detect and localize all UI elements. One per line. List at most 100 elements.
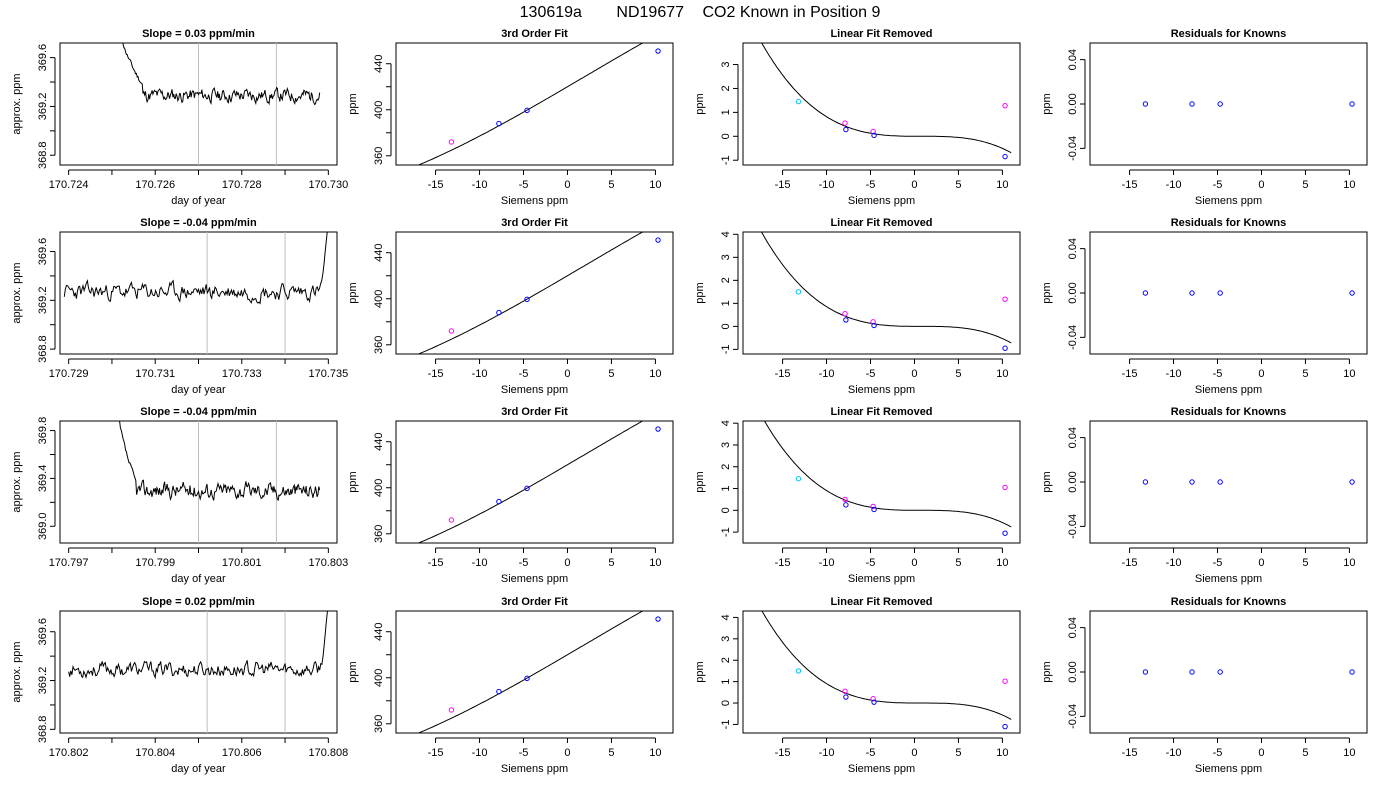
x-tick-label: 0: [1258, 747, 1264, 759]
y-tick-label: 3: [720, 61, 732, 67]
x-tick-label: 0: [911, 747, 917, 759]
x-tick-label: 10: [1343, 368, 1355, 380]
plot-frame: [742, 420, 1021, 544]
panel-title: Linear Fit Removed: [830, 406, 932, 418]
data-point: [655, 48, 661, 54]
data-point: [655, 237, 661, 243]
y-axis-label: ppm: [347, 471, 359, 492]
data-point: [1189, 101, 1195, 107]
y-tick-label: 369.4: [37, 465, 49, 493]
y-tick-label: -0.04: [1067, 325, 1079, 350]
data-point: [843, 317, 849, 323]
data-point: [496, 498, 502, 505]
x-tick-label: 5: [1302, 747, 1308, 759]
x-tick-label: -10: [472, 368, 488, 380]
data-point: [871, 699, 877, 705]
data-point: [842, 120, 848, 126]
fit-curve: [417, 43, 644, 165]
chart-panel: Slope = 0.03 ppm/min 170.724 170.726 170.72…: [11, 28, 348, 207]
x-tick-label: 5: [1302, 368, 1308, 380]
x-tick-label: 10: [996, 557, 1008, 569]
figure-title-label: CO2 Known in Position 9: [702, 4, 880, 21]
y-tick-label: 368.8: [37, 141, 49, 169]
y-tick-label: 0.04: [1067, 238, 1079, 259]
plot-data: [763, 421, 1012, 536]
x-tick-label: 5: [955, 557, 961, 569]
series-line: [68, 611, 328, 680]
plot-frame: [1089, 420, 1368, 544]
x-tick-label: 170.730: [308, 179, 348, 191]
plot-data: [63, 232, 328, 354]
plot-frame: [1089, 231, 1368, 355]
x-tick-label: 10: [996, 368, 1008, 380]
y-tick-label: 0: [720, 323, 732, 329]
fit-curve: [763, 421, 1012, 528]
data-point: [1142, 101, 1149, 107]
y-axis-label: approx. ppm: [11, 73, 23, 134]
x-axis-label: Siemens ppm: [1195, 195, 1262, 207]
data-point: [1002, 102, 1008, 109]
data-point: [496, 688, 502, 695]
y-tick-label: 1: [720, 679, 732, 685]
y-tick-label: -1: [720, 720, 732, 730]
y-tick-label: 0.00: [1067, 93, 1079, 114]
x-tick-label: 0: [564, 179, 570, 191]
y-axis-label: ppm: [347, 661, 359, 682]
fit-curve: [761, 43, 1012, 154]
x-tick-label: 5: [955, 179, 961, 191]
x-tick-label: 10: [649, 747, 661, 759]
x-tick-label: 0: [564, 747, 570, 759]
chart-panel: 3rd Order Fit -15 -10 -5 0 5 10 Siemens ppm 360 4…: [347, 596, 674, 775]
x-axis-label: Siemens ppm: [501, 573, 568, 585]
data-point: [655, 426, 661, 432]
data-point: [795, 476, 802, 482]
y-tick-label: 0: [720, 700, 732, 706]
data-point: [1002, 723, 1008, 730]
y-tick-label: -1: [720, 345, 732, 355]
data-point: [496, 120, 502, 127]
y-tick-label: -1: [720, 527, 732, 537]
y-tick-label: 1: [720, 485, 732, 491]
data-point: [870, 503, 876, 510]
data-point: [843, 694, 849, 700]
x-tick-label: 10: [649, 368, 661, 380]
y-tick-label: 0: [720, 507, 732, 513]
y-tick-label: 2: [720, 657, 732, 663]
x-tick-label: -10: [819, 557, 835, 569]
data-point: [524, 675, 530, 682]
data-point: [524, 485, 530, 492]
y-tick-label: 369.6: [37, 44, 49, 72]
chart-panel: 3rd Order Fit -15 -10 -5 0 5 10 Siemens ppm 360 4…: [347, 406, 674, 585]
x-axis-label: Siemens ppm: [1195, 384, 1262, 396]
y-tick-label: 0.04: [1067, 617, 1079, 638]
panel-title: Residuals for Knowns: [1171, 28, 1287, 40]
x-tick-label: -5: [866, 179, 876, 191]
x-tick-label: 5: [1302, 557, 1308, 569]
y-tick-label: -0.04: [1067, 704, 1079, 729]
plot-frame: [59, 610, 338, 734]
data-point: [871, 132, 877, 139]
chart-panel: 3rd Order Fit -15 -10 -5 0 5 10 Siemens ppm 360 4…: [347, 28, 674, 207]
x-tick-label: -10: [472, 557, 488, 569]
x-tick-label: -5: [1213, 368, 1223, 380]
x-tick-label: 5: [608, 368, 614, 380]
plot-frame: [395, 42, 674, 166]
y-tick-label: 369.6: [37, 618, 49, 646]
y-axis-label: approx. ppm: [11, 262, 23, 323]
plot-data: [760, 232, 1012, 351]
data-point: [524, 107, 530, 114]
x-tick-label: -15: [775, 368, 791, 380]
data-point: [448, 707, 455, 713]
data-point: [1217, 290, 1223, 296]
x-tick-label: -10: [1166, 179, 1182, 191]
data-point: [843, 502, 849, 508]
x-tick-label: 170.726: [135, 179, 175, 191]
plot-frame: [1089, 610, 1368, 734]
y-axis-label: approx. ppm: [11, 451, 23, 512]
data-point: [655, 616, 661, 622]
x-axis-label: day of year: [171, 573, 226, 585]
y-tick-label: 0.04: [1067, 49, 1079, 70]
x-axis-label: Siemens ppm: [848, 763, 915, 775]
